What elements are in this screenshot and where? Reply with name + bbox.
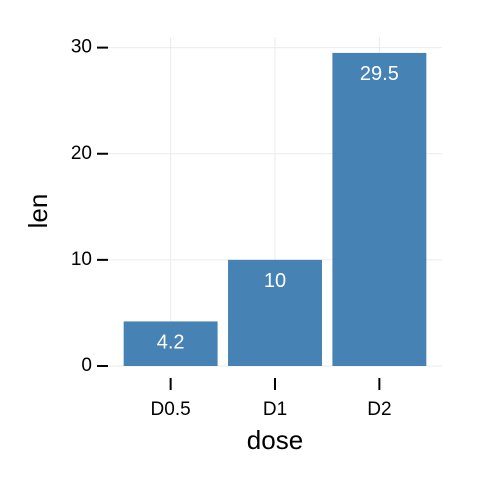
bar: [228, 259, 322, 366]
x-axis-title: dose: [247, 425, 303, 455]
y-tick-label: 30: [71, 37, 92, 58]
y-tick-label: 0: [81, 355, 92, 376]
x-tick-label: D0.5: [151, 399, 191, 420]
value-label: 29.5: [360, 63, 399, 85]
y-tick-label: 10: [71, 249, 92, 270]
value-label: 4.2: [157, 332, 185, 354]
y-tick-label: 20: [71, 143, 92, 164]
bar: [332, 52, 427, 367]
x-tick-label: D2: [367, 399, 391, 420]
value-label: 10: [264, 270, 286, 292]
y-axis-title: len: [23, 194, 53, 229]
x-tick-label: D1: [263, 399, 287, 420]
bar: [123, 321, 218, 366]
